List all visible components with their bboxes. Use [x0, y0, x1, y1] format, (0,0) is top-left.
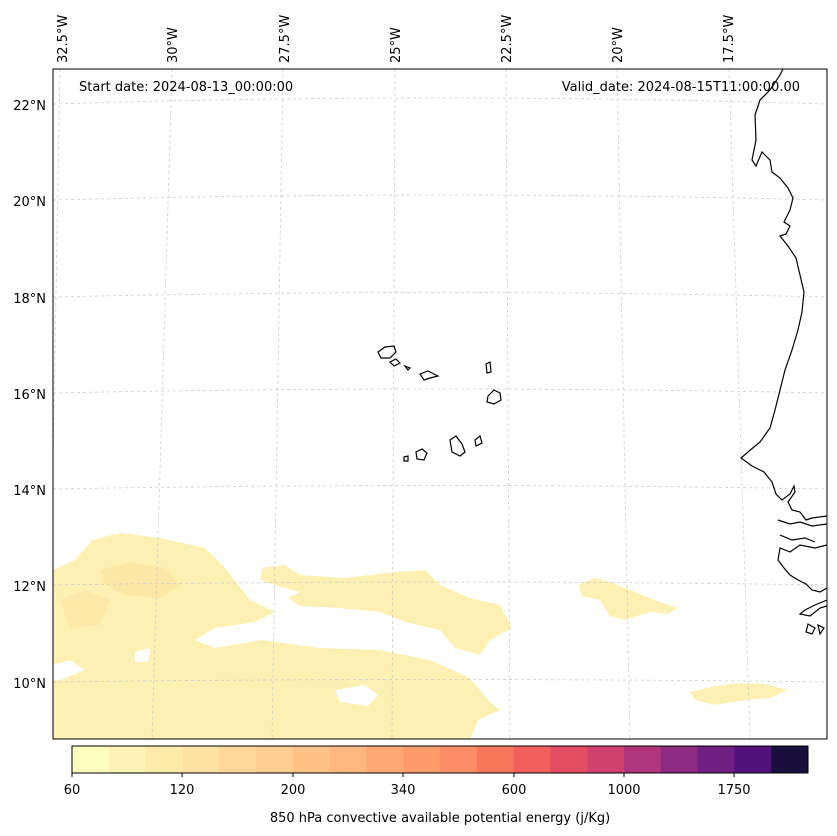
valid-date-label: Valid_date: 2024-08-15T11:00:00.00 [562, 80, 800, 95]
colorbar-tick-label: 120 [170, 783, 195, 798]
parallel-12n [53, 581, 827, 586]
lat-label-18n: 18°N [13, 292, 46, 307]
cape-hole-3 [53, 660, 85, 680]
colorbar-swatch [550, 746, 588, 773]
colorbar-swatch [734, 746, 772, 773]
colorbar-swatch [403, 746, 441, 773]
parallel-20n [53, 194, 827, 201]
colorbar-swatch [329, 746, 367, 773]
cape-region-west-inner2 [60, 590, 110, 628]
bijagos-coast [798, 599, 827, 636]
colorbar-label: 850 hPa convective available potential e… [270, 811, 610, 826]
meridian-30w [151, 69, 173, 739]
colorbar-tick-label: 600 [502, 783, 527, 798]
lon-label-25w: 25°W [389, 27, 404, 63]
cape-region-east [578, 578, 678, 620]
colorbar-swatch [145, 746, 183, 773]
colorbar [72, 746, 809, 773]
map-frame [52, 68, 828, 740]
colorbar-swatch [292, 746, 331, 773]
lat-label-16n: 16°N [13, 388, 46, 403]
cape-hole-2 [335, 685, 378, 706]
lat-label-22n: 22°N [13, 99, 46, 114]
gambia-inlet [777, 519, 827, 527]
island-santiago [449, 435, 466, 457]
colorbar-swatch [660, 746, 699, 773]
island-sao-vicente [388, 358, 402, 367]
meridian-17-5w [728, 69, 751, 739]
lat-label-20n: 20°N [13, 195, 46, 210]
graticule [53, 69, 827, 739]
cape-hole-1 [135, 648, 150, 662]
colorbar-swatch [587, 746, 625, 773]
parallel-16n [53, 388, 827, 394]
meridian-22-5w [505, 69, 511, 739]
cape-region-west-inner [100, 562, 180, 598]
lon-label-27-5w: 27.5°W [278, 15, 293, 63]
island-maio [474, 434, 483, 447]
island-sal [485, 361, 492, 374]
colorbar-swatch [256, 746, 294, 773]
colorbar-swatch [219, 746, 257, 773]
island-brava [403, 455, 409, 462]
colorbar-tick-label: 60 [64, 783, 81, 798]
cape-field [53, 533, 788, 739]
island-sao-nicolau [419, 370, 440, 381]
colorbar-swatch [771, 746, 809, 773]
meridian-27-5w [271, 69, 284, 739]
colorbar-ticks [71, 773, 735, 777]
meridian-20w [616, 69, 631, 739]
lon-label-22-5w: 22.5°W [500, 15, 515, 63]
colorbar-swatch [108, 746, 147, 773]
meridian-25w [391, 69, 396, 739]
lat-label-12n: 12°N [13, 580, 46, 595]
coastlines [377, 69, 827, 636]
colorbar-frame [71, 745, 809, 774]
colorbar-swatch [182, 746, 220, 773]
lat-label-14n: 14°N [13, 484, 46, 499]
colorbar-swatch [440, 746, 478, 773]
lat-label-10n: 10°N [13, 677, 46, 692]
parallel-22n [53, 97, 827, 105]
island-santa-luzia [403, 364, 412, 371]
island-santo-antao [377, 345, 397, 359]
lon-label-32-5w: 32.5°W [56, 15, 71, 63]
parallel-18n [53, 292, 827, 298]
africa-coastline [740, 69, 827, 521]
colorbar-tick-label: 1750 [717, 783, 750, 798]
colorbar-swatch [513, 746, 551, 773]
lon-label-17-5w: 17.5°W [722, 15, 737, 63]
colorbar-swatch [624, 746, 662, 773]
parallel-10n [53, 679, 827, 683]
colorbar-tick-label: 1000 [607, 783, 640, 798]
casamance-inlet [779, 534, 816, 543]
cape-region-central [260, 565, 512, 655]
island-fogo [415, 448, 428, 461]
colorbar-swatch [366, 746, 404, 773]
lon-label-30w: 30°W [166, 27, 181, 63]
lon-label-20w: 20°W [611, 27, 626, 63]
parallel-14n [53, 485, 827, 490]
colorbar-tick-label: 340 [391, 783, 416, 798]
colorbar-tick-label: 200 [281, 783, 306, 798]
colorbar-swatch [72, 746, 110, 773]
colorbar-swatch [476, 746, 515, 773]
colorbar-swatch [697, 746, 735, 773]
island-boa-vista [486, 389, 502, 405]
start-date-label: Start date: 2024-08-13_00:00:00 [79, 80, 293, 95]
cape-region-southeast [690, 683, 788, 705]
africa-coastline-south [777, 544, 827, 593]
